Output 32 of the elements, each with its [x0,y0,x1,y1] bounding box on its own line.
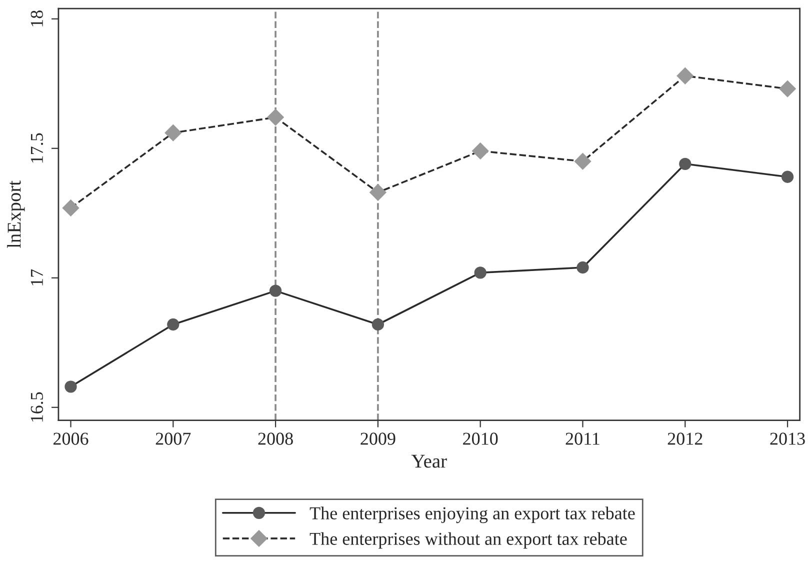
x-tick-label: 2006 [53,432,88,445]
x-tick-label: 2011 [566,432,600,445]
point [62,200,80,216]
y-tick-label: 18 [30,10,43,26]
point [167,318,180,331]
point [472,142,489,160]
x-tick-label: 2010 [463,432,498,445]
point [474,266,486,279]
x-axis-title: Year [411,454,447,468]
point [267,108,284,126]
x-tick-label: 2007 [156,432,191,445]
point [574,152,592,170]
legend-label: The enterprises without an export tax rebate [310,532,627,549]
point [372,318,384,331]
point [576,261,589,274]
y-tick-label: 17 [30,269,43,286]
point [676,67,694,84]
x-tick-label: 2008 [258,432,293,445]
y-axis-title: lnExport [7,180,25,248]
point [679,158,692,170]
point [64,380,77,393]
point [164,124,182,142]
point [269,284,282,297]
legend-label: The enterprises enjoying an export tax rebate [310,506,635,524]
x-tick-label: 2009 [360,432,396,445]
point [781,170,794,183]
y-tick-label: 17.5 [30,133,44,163]
point [779,80,796,98]
point [370,184,386,201]
y-tick-label: 16.5 [30,392,44,422]
x-tick-label: 2012 [668,432,702,445]
x-tick-label: 2013 [770,432,805,445]
